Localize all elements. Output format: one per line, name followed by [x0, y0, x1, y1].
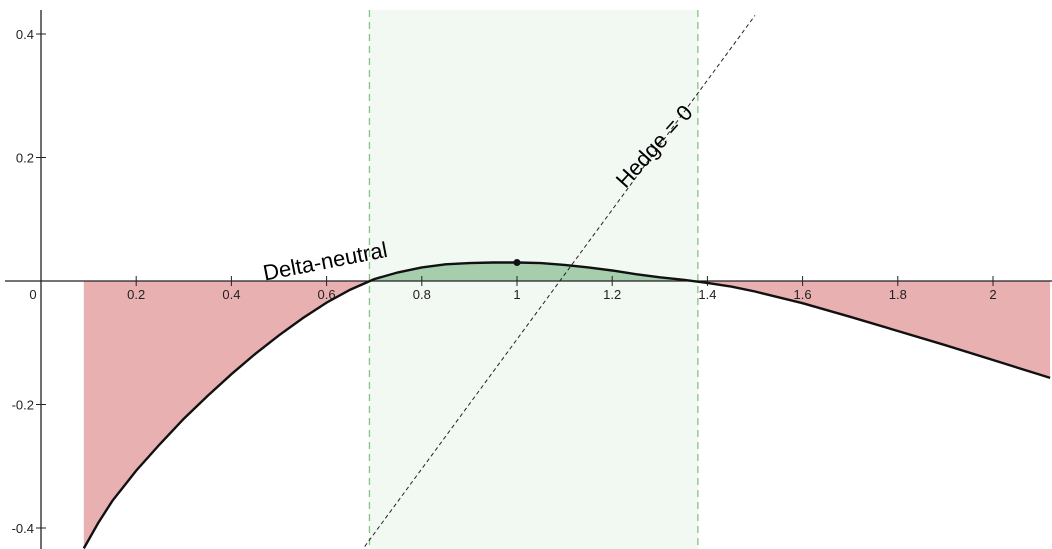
max-point	[513, 258, 521, 266]
x-tick-label: 0.4	[222, 287, 240, 302]
x-tick-label: 2	[989, 287, 996, 302]
x-tick-label: 0.6	[318, 287, 336, 302]
y-tick-label: -0.2	[12, 398, 34, 413]
area-fills	[83, 262, 1051, 549]
y-tick-label: 0.4	[16, 27, 34, 42]
y-tick-label: 0.2	[16, 151, 34, 166]
x-tick-label: 0	[29, 287, 36, 302]
pnl-curve	[82, 261, 1051, 549]
positive-area	[83, 262, 1051, 281]
x-tick-label: 0.8	[413, 287, 431, 302]
x-tick-label: 1.8	[889, 287, 907, 302]
y-tick-label: -0.4	[12, 521, 34, 536]
x-tick-label: 0.2	[127, 287, 145, 302]
negative-area	[83, 281, 1051, 549]
x-tick-label: 1.6	[794, 287, 812, 302]
x-tick-label: 1.2	[603, 287, 621, 302]
axis-ticks: 0 0.2 0.4 0.6 0.8 1 1.2 1.4 1.6 1.8 2 0.4 0.2 -0.2 -0.…	[12, 27, 997, 536]
hedge-line	[364, 15, 756, 547]
x-tick-label: 1	[513, 287, 520, 302]
x-tick-label: 1.4	[698, 287, 716, 302]
